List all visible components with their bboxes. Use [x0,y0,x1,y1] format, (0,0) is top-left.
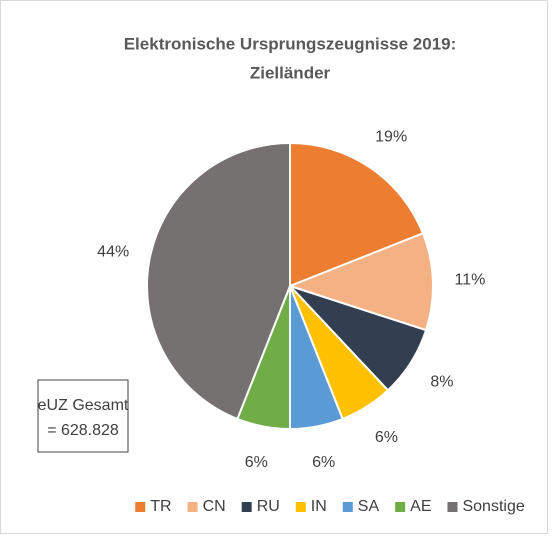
legend-label: Sonstige [462,498,524,515]
pie-slice [287,232,434,332]
pie-slice [146,141,291,421]
annotation: = 628.828 [47,422,119,439]
legend-label: AE [410,498,431,515]
legend-swatch [187,502,198,512]
pie-slice [289,141,425,288]
annotation: eUZ Gesamt [38,397,129,414]
legend-swatch [342,502,353,512]
legend-swatch [241,502,252,512]
data-label: 6% [375,429,398,446]
data-label: 44% [97,243,129,260]
legend-label: TR [150,498,171,515]
data-label: 8% [430,374,453,391]
legend-swatch [395,502,406,512]
data-label: 6% [245,454,268,471]
chart-title: Elektronische Ursprungszeugnisse 2019: [124,34,457,53]
legend-label: IN [311,498,327,515]
legend-label: SA [358,498,380,515]
data-label: 11% [454,272,485,289]
data-label: 6% [312,454,335,471]
legend-swatch [295,502,306,512]
legend-label: CN [203,498,226,515]
chart-title: Zielländer [250,63,331,82]
legend-swatch [447,502,458,512]
annotation-box [37,379,129,453]
legend-swatch [135,502,146,512]
legend-label: RU [257,498,280,515]
data-label: 19% [375,128,407,145]
